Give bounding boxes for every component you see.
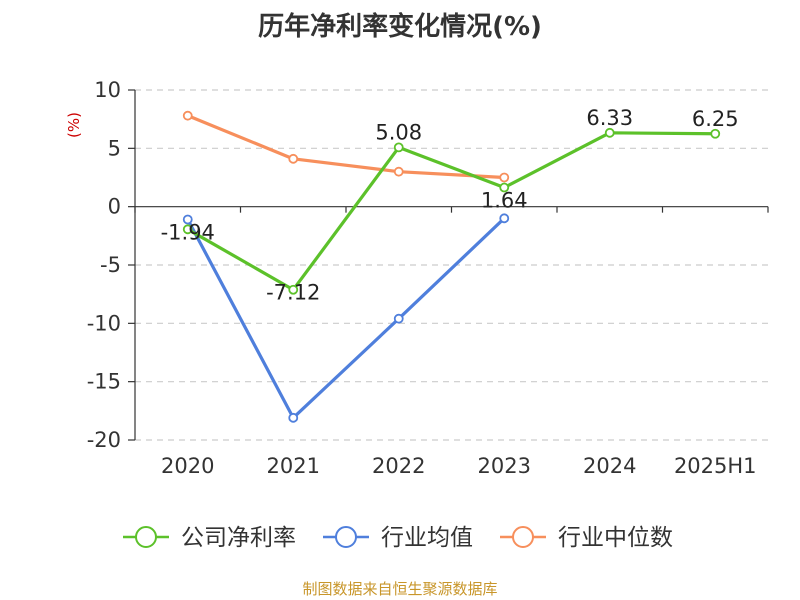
series-line bbox=[187, 114, 505, 180]
y-tick-label: 5 bbox=[108, 136, 121, 160]
series bbox=[182, 110, 721, 423]
data-label: 5.08 bbox=[375, 120, 422, 144]
data-point bbox=[393, 166, 404, 177]
legend-marker bbox=[135, 526, 157, 548]
source-note: 制图数据来自恒生聚源数据库 bbox=[302, 580, 498, 598]
legend: 公司净利率 行业均值 行业中位数 bbox=[123, 525, 673, 551]
data-label: -1.94 bbox=[161, 220, 215, 244]
series-line bbox=[186, 131, 716, 292]
series-0 bbox=[182, 127, 721, 295]
series-line bbox=[186, 217, 506, 420]
data-label: 6.33 bbox=[586, 106, 633, 130]
series-2 bbox=[182, 110, 510, 183]
y-tick-label: -20 bbox=[87, 428, 121, 452]
legend-item-2: 行业中位数 bbox=[500, 525, 673, 551]
data-point bbox=[288, 153, 299, 164]
y-tick-label: 10 bbox=[94, 78, 121, 102]
y-tick-label: -10 bbox=[87, 311, 121, 335]
x-tick-label: 2025H1 bbox=[674, 454, 757, 478]
data-point bbox=[499, 213, 510, 224]
data-point bbox=[710, 128, 721, 139]
data-point bbox=[604, 127, 615, 138]
data-point bbox=[288, 412, 299, 423]
data-point bbox=[499, 182, 510, 193]
data-point bbox=[499, 172, 510, 183]
y-tick-label: -5 bbox=[100, 253, 121, 277]
x-tick-label: 2020 bbox=[161, 454, 214, 478]
x-tick-label: 2022 bbox=[372, 454, 425, 478]
axes: 10 5 0 -5 -10 -15 -20 2020 2021 2022 2023 2024 2025H… bbox=[87, 78, 769, 478]
data-label: -7.12 bbox=[266, 281, 320, 305]
legend-label: 行业中位数 bbox=[558, 525, 673, 551]
x-tick-label: 2024 bbox=[583, 454, 636, 478]
legend-label: 行业均值 bbox=[381, 525, 473, 551]
data-labels: -1.94 -7.12 5.08 1.64 6.33 6.25 bbox=[161, 106, 739, 305]
data-point bbox=[393, 313, 404, 324]
x-tick-label: 2023 bbox=[478, 454, 531, 478]
grid-lines bbox=[135, 89, 768, 441]
y-tick-label: 0 bbox=[108, 195, 121, 219]
y-tick-label: -15 bbox=[87, 370, 121, 394]
y-axis-label: (%) bbox=[65, 112, 83, 138]
chart-title: 历年净利率变化情况(%) bbox=[258, 12, 542, 42]
legend-label: 公司净利率 bbox=[181, 525, 296, 551]
data-point bbox=[288, 284, 299, 295]
legend-marker bbox=[335, 526, 357, 548]
data-point bbox=[182, 224, 193, 235]
data-point bbox=[182, 110, 193, 121]
data-label: 1.64 bbox=[481, 189, 528, 213]
series-1 bbox=[182, 213, 510, 423]
legend-item-0: 公司净利率 bbox=[123, 525, 296, 551]
data-point bbox=[182, 214, 193, 225]
data-point bbox=[393, 142, 404, 153]
legend-marker bbox=[512, 526, 534, 548]
data-label: 6.25 bbox=[692, 107, 739, 131]
x-tick-label: 2021 bbox=[267, 454, 320, 478]
legend-item-1: 行业均值 bbox=[323, 525, 473, 551]
